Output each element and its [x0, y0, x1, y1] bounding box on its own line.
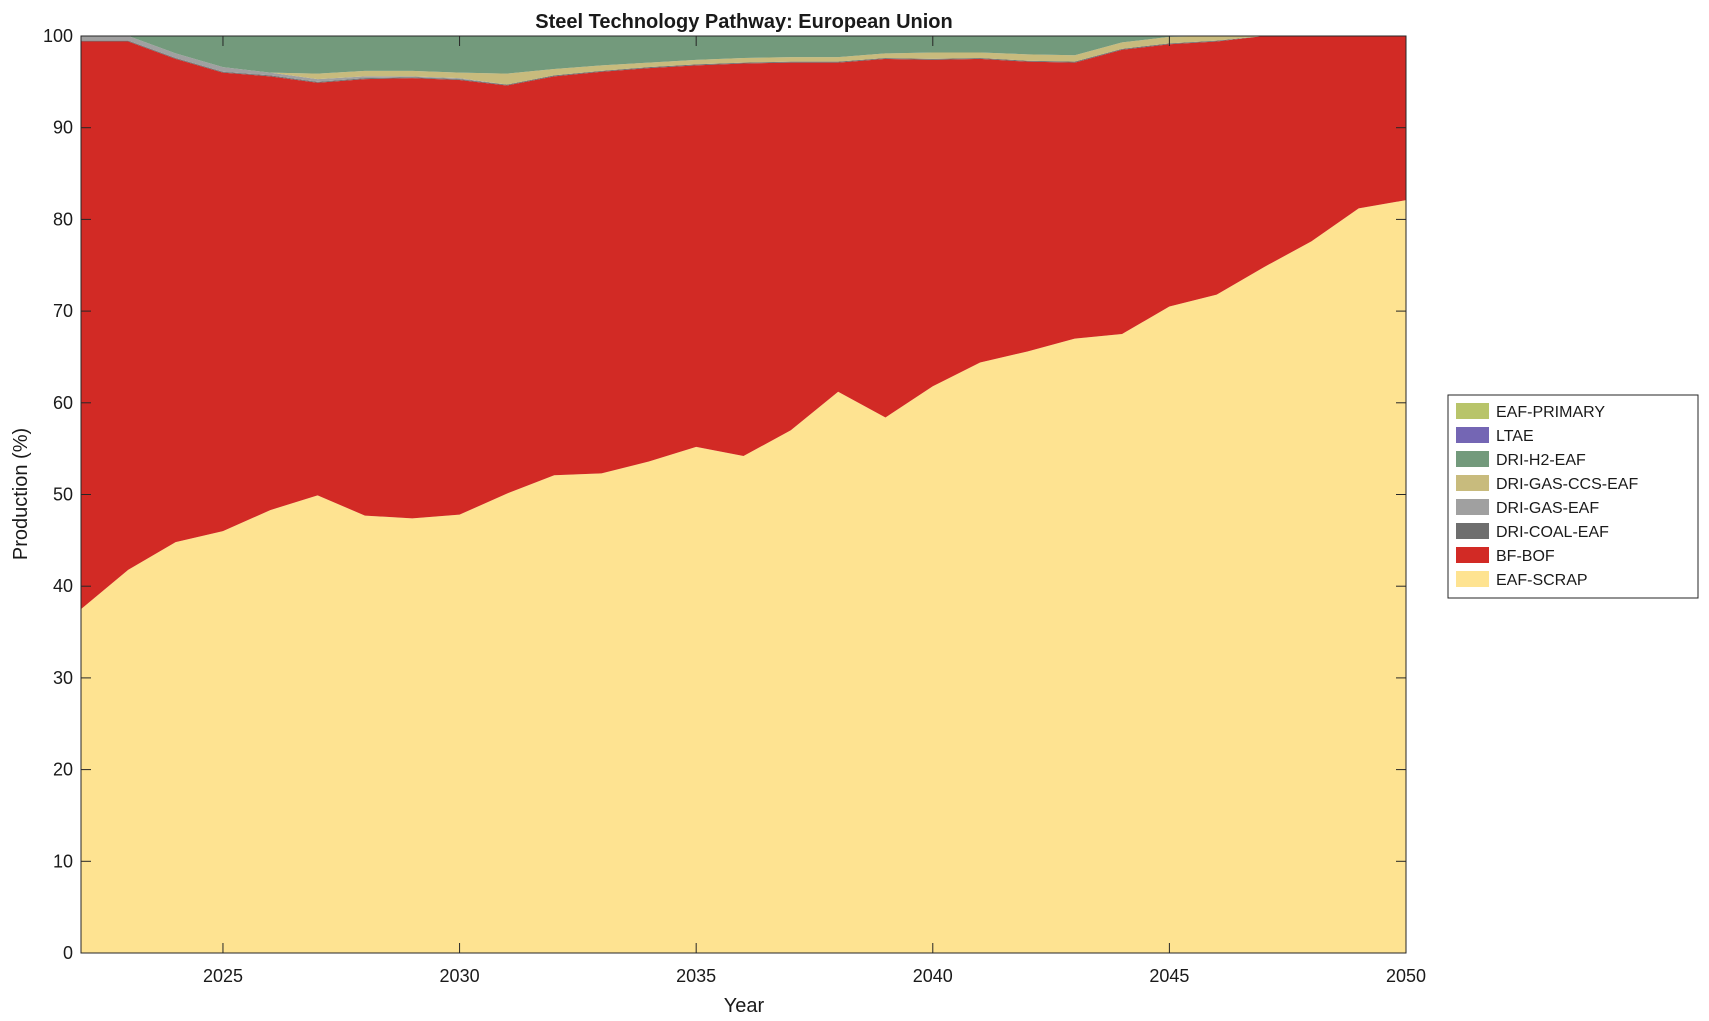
legend-label: DRI-GAS-EAF: [1496, 500, 1599, 517]
y-tick-label: 50: [53, 485, 73, 505]
x-tick-label: 2030: [440, 966, 480, 986]
x-tick-label: 2025: [203, 966, 243, 986]
legend-swatch: [1456, 451, 1489, 467]
legend-swatch: [1456, 475, 1489, 491]
legend-label: LTAE: [1496, 428, 1534, 445]
legend-label: DRI-GAS-CCS-EAF: [1496, 476, 1638, 493]
legend-swatch: [1456, 499, 1489, 515]
area-bf-bof: [81, 36, 1406, 610]
legend-label: DRI-COAL-EAF: [1496, 524, 1609, 541]
legend-swatch: [1456, 427, 1489, 443]
y-tick-label: 80: [53, 209, 73, 229]
x-tick-label: 2040: [913, 966, 953, 986]
area-dri-gas-ccs-eaf: [81, 36, 1406, 85]
legend-swatch: [1456, 571, 1489, 587]
legend-label: EAF-SCRAP: [1496, 572, 1588, 589]
y-tick-label: 60: [53, 393, 73, 413]
y-tick-label: 90: [53, 118, 73, 138]
y-axis-label: Production (%): [10, 428, 32, 560]
x-tick-label: 2035: [676, 966, 716, 986]
x-tick-label: 2050: [1386, 966, 1426, 986]
legend-swatch: [1456, 403, 1489, 419]
y-tick-label: 70: [53, 301, 73, 321]
y-tick-label: 30: [53, 668, 73, 688]
y-tick-label: 40: [53, 576, 73, 596]
area-eaf-scrap: [81, 200, 1406, 953]
x-tick-label: 2045: [1149, 966, 1189, 986]
y-tick-label: 20: [53, 760, 73, 780]
chart-title: Steel Technology Pathway: European Union: [535, 11, 952, 33]
legend-label: DRI-H2-EAF: [1496, 452, 1586, 469]
x-axis-label: Year: [724, 995, 765, 1017]
y-tick-label: 0: [63, 943, 73, 963]
legend-swatch: [1456, 523, 1489, 539]
y-tick-label: 100: [43, 26, 73, 46]
area-series-group: [81, 36, 1406, 953]
legend-label: BF-BOF: [1496, 548, 1555, 565]
y-tick-label: 10: [53, 851, 73, 871]
axis-ticks: 2025 2030 2035 2040 2045 20500102030405060708…: [43, 26, 1426, 986]
area-dri-h2-eaf: [81, 36, 1406, 74]
legend: EAF-PRIMARY LTAE DRI-H2-EAF DRI-GAS-CCS-EAF…: [1447, 394, 1699, 599]
legend-label: EAF-PRIMARY: [1496, 404, 1605, 421]
legend-box: [1447, 394, 1699, 599]
legend-swatch: [1456, 547, 1489, 563]
